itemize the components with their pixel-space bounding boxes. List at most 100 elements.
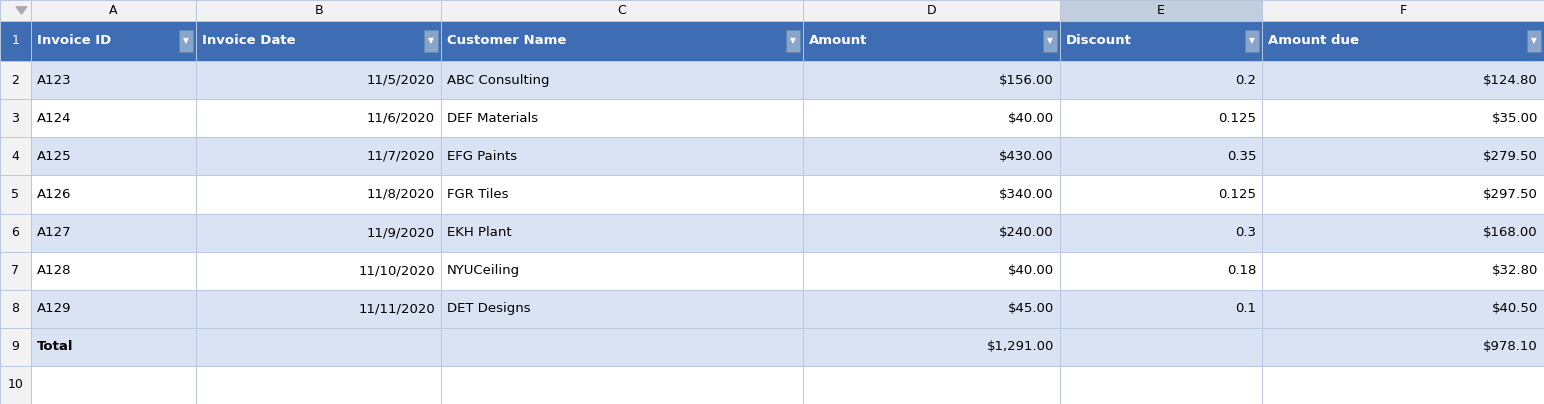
Bar bbox=[442, 21, 803, 61]
Text: ▼: ▼ bbox=[428, 36, 434, 46]
Bar bbox=[196, 290, 442, 328]
Text: 0.125: 0.125 bbox=[1218, 188, 1257, 201]
Bar bbox=[803, 175, 1061, 214]
Text: 2: 2 bbox=[11, 74, 19, 87]
Bar bbox=[442, 137, 803, 175]
Text: Total: Total bbox=[37, 340, 73, 354]
Bar bbox=[1261, 214, 1544, 252]
Bar bbox=[179, 30, 193, 52]
Text: DET Designs: DET Designs bbox=[448, 302, 531, 315]
Bar bbox=[803, 290, 1061, 328]
Text: A124: A124 bbox=[37, 112, 71, 125]
Bar bbox=[1261, 99, 1544, 137]
Text: 11/5/2020: 11/5/2020 bbox=[367, 74, 435, 87]
Text: 0.1: 0.1 bbox=[1235, 302, 1257, 315]
Text: FGR Tiles: FGR Tiles bbox=[448, 188, 508, 201]
Text: 0.18: 0.18 bbox=[1227, 264, 1257, 277]
Text: 11/9/2020: 11/9/2020 bbox=[367, 226, 435, 239]
Text: ▼: ▼ bbox=[1532, 36, 1536, 46]
Bar bbox=[31, 366, 196, 404]
Bar bbox=[1061, 290, 1261, 328]
Text: 7: 7 bbox=[11, 264, 20, 277]
Text: 11/6/2020: 11/6/2020 bbox=[367, 112, 435, 125]
Polygon shape bbox=[15, 7, 26, 14]
Bar bbox=[0, 61, 31, 99]
Text: Amount: Amount bbox=[809, 34, 868, 48]
Bar bbox=[1061, 0, 1261, 4]
Bar bbox=[442, 214, 803, 252]
Text: Invoice Date: Invoice Date bbox=[202, 34, 296, 48]
Bar bbox=[803, 21, 1061, 61]
Bar bbox=[0, 366, 31, 404]
Bar bbox=[1527, 30, 1541, 52]
Text: $279.50: $279.50 bbox=[1484, 150, 1538, 163]
Bar bbox=[196, 175, 442, 214]
Bar bbox=[196, 99, 442, 137]
Bar bbox=[31, 175, 196, 214]
Bar bbox=[0, 175, 31, 214]
Text: C: C bbox=[618, 4, 627, 17]
Text: Customer Name: Customer Name bbox=[448, 34, 567, 48]
Text: A: A bbox=[110, 4, 117, 17]
Text: 0.35: 0.35 bbox=[1226, 150, 1257, 163]
Text: 5: 5 bbox=[11, 188, 20, 201]
Text: $124.80: $124.80 bbox=[1484, 74, 1538, 87]
Text: B: B bbox=[315, 4, 323, 17]
Bar bbox=[31, 214, 196, 252]
Text: $1,291.00: $1,291.00 bbox=[987, 340, 1055, 354]
Bar bbox=[442, 252, 803, 290]
Text: $297.50: $297.50 bbox=[1484, 188, 1538, 201]
Text: 11/10/2020: 11/10/2020 bbox=[358, 264, 435, 277]
Text: DEF Materials: DEF Materials bbox=[448, 112, 539, 125]
Bar bbox=[425, 30, 438, 52]
Bar bbox=[31, 252, 196, 290]
Bar bbox=[1061, 61, 1261, 99]
Text: A126: A126 bbox=[37, 188, 71, 201]
Text: $35.00: $35.00 bbox=[1492, 112, 1538, 125]
Bar bbox=[1261, 252, 1544, 290]
Bar bbox=[0, 99, 31, 137]
Text: ▼: ▼ bbox=[1047, 36, 1053, 46]
Text: $45.00: $45.00 bbox=[1008, 302, 1055, 315]
Text: ABC Consulting: ABC Consulting bbox=[448, 74, 550, 87]
Text: 0.125: 0.125 bbox=[1218, 112, 1257, 125]
Bar bbox=[1061, 328, 1261, 366]
Text: 0.2: 0.2 bbox=[1235, 74, 1257, 87]
Bar bbox=[803, 252, 1061, 290]
Text: A127: A127 bbox=[37, 226, 71, 239]
Bar bbox=[786, 30, 800, 52]
Bar bbox=[442, 61, 803, 99]
Bar bbox=[0, 290, 31, 328]
Bar bbox=[0, 0, 31, 21]
Bar bbox=[196, 252, 442, 290]
Text: $340.00: $340.00 bbox=[999, 188, 1055, 201]
Bar bbox=[442, 99, 803, 137]
Bar bbox=[1061, 21, 1261, 61]
Text: EKH Plant: EKH Plant bbox=[448, 226, 511, 239]
Text: F: F bbox=[1399, 4, 1407, 17]
Bar bbox=[196, 214, 442, 252]
Text: Discount: Discount bbox=[1065, 34, 1132, 48]
Text: $168.00: $168.00 bbox=[1484, 226, 1538, 239]
Text: A129: A129 bbox=[37, 302, 71, 315]
Bar bbox=[803, 328, 1061, 366]
Text: 11/8/2020: 11/8/2020 bbox=[367, 188, 435, 201]
Text: 0.3: 0.3 bbox=[1235, 226, 1257, 239]
Text: $32.80: $32.80 bbox=[1492, 264, 1538, 277]
Bar bbox=[803, 366, 1061, 404]
Bar bbox=[1061, 137, 1261, 175]
Bar bbox=[196, 328, 442, 366]
Bar bbox=[31, 99, 196, 137]
Text: $40.00: $40.00 bbox=[1008, 264, 1055, 277]
Text: D: D bbox=[926, 4, 936, 17]
Bar bbox=[1261, 137, 1544, 175]
Bar bbox=[1261, 175, 1544, 214]
Text: $240.00: $240.00 bbox=[999, 226, 1055, 239]
Bar bbox=[1261, 21, 1544, 61]
Text: $430.00: $430.00 bbox=[999, 150, 1055, 163]
Text: ▼: ▼ bbox=[184, 36, 188, 46]
Bar bbox=[1261, 0, 1544, 21]
Text: A128: A128 bbox=[37, 264, 71, 277]
Text: 11/11/2020: 11/11/2020 bbox=[358, 302, 435, 315]
Bar bbox=[442, 366, 803, 404]
